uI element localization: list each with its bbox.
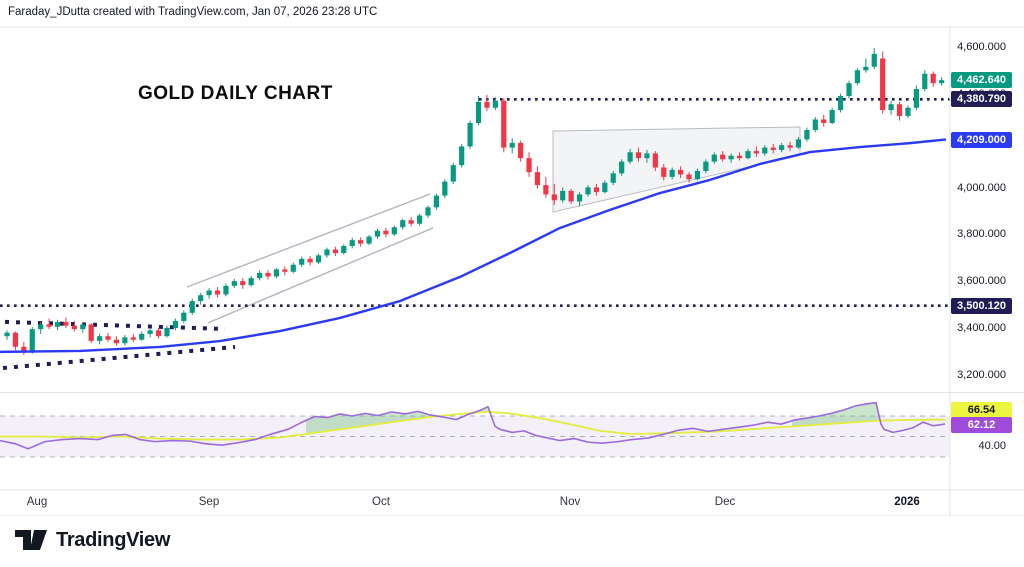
- time-axis-label: Nov: [559, 496, 581, 508]
- price-axis-label: 3,600.000: [957, 275, 1006, 288]
- time-axis-label: 2026: [894, 496, 920, 508]
- tradingview-logo-text: TradingView: [56, 528, 171, 551]
- time-axis-label: Dec: [714, 496, 736, 508]
- chart-title: GOLD DAILY CHART: [138, 83, 333, 104]
- rsi-axis-label: 40.00: [978, 439, 1006, 452]
- price-axis-label: 3,400.000: [957, 322, 1006, 335]
- price-axis-label: 3,200.000: [957, 369, 1006, 382]
- rsi-badge: 62.12: [951, 417, 1012, 433]
- price-axis-label: 4,600.000: [957, 41, 1006, 53]
- level-badge-3500: 3,500.120: [951, 297, 1012, 314]
- price-axis-label: 3,800.000: [957, 228, 1006, 241]
- level-badge-4380: 4,380.790: [951, 91, 1012, 108]
- footer: TradingView: [0, 516, 1024, 567]
- time-axis-label: Aug: [26, 496, 48, 508]
- price-axis-label: 4,000.000: [957, 181, 1006, 194]
- tradingview-logo[interactable]: TradingView: [14, 527, 170, 553]
- tradingview-logo-icon: [15, 530, 47, 550]
- rsi-ma-badge: 66.54: [951, 402, 1012, 418]
- attribution-text: Faraday_JDutta created with TradingView.…: [8, 6, 378, 18]
- last-price-badge: 4,462.640: [951, 72, 1012, 89]
- time-axis-label: Sep: [198, 496, 220, 508]
- time-axis-label: Oct: [372, 496, 390, 508]
- ma-price-badge: 4,209.000: [951, 131, 1012, 148]
